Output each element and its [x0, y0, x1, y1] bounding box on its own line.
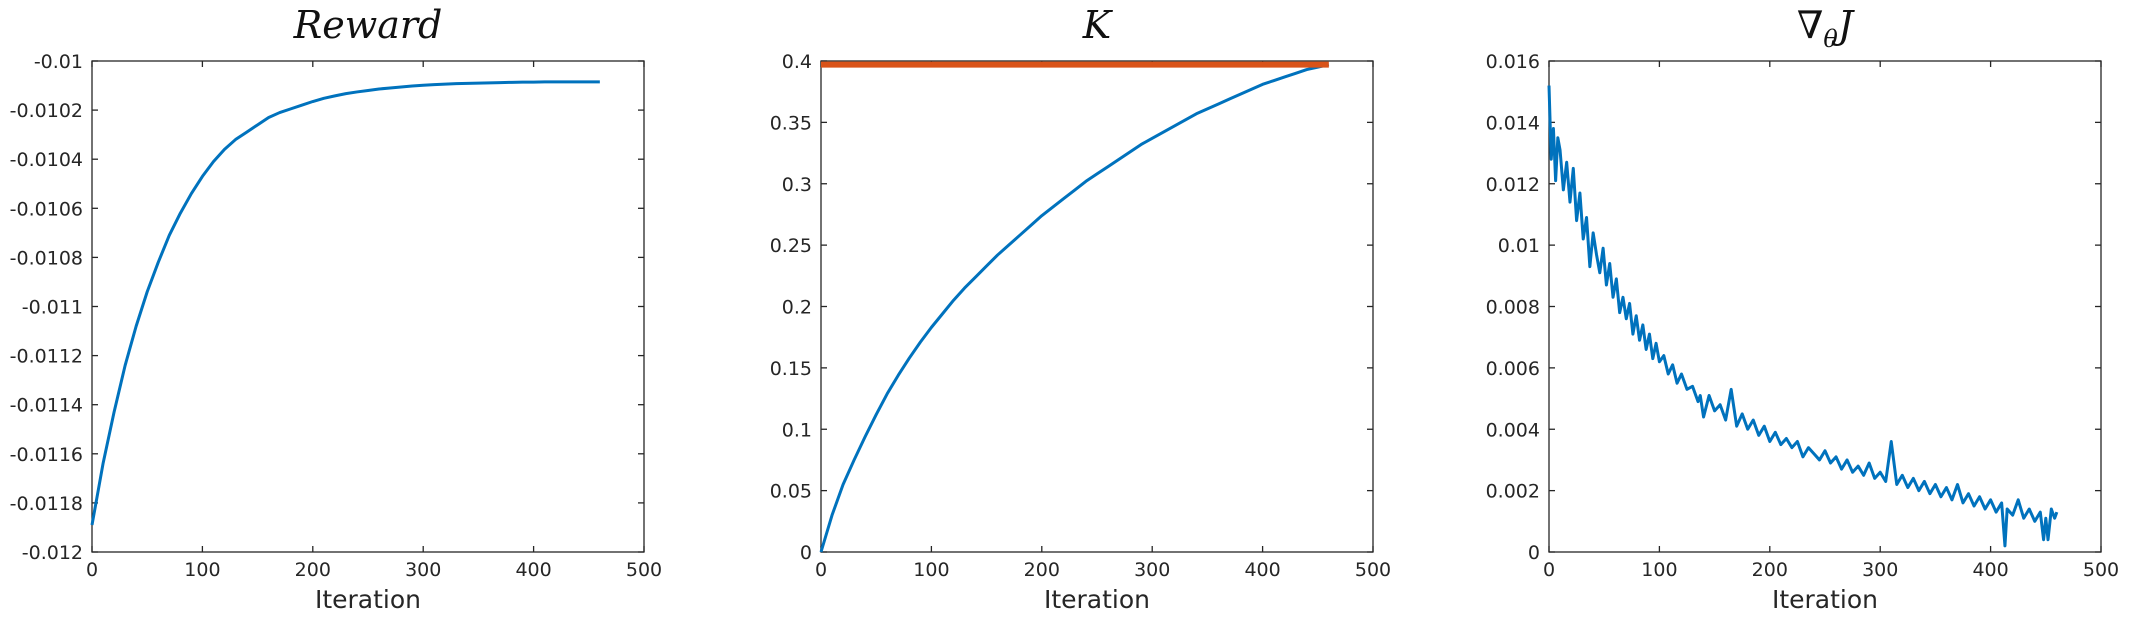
- nabla-symbol: ∇: [1797, 3, 1824, 47]
- plot-reward: Reward Iteration 0 100 200 300 400 500 -0.012 -…: [10, 3, 662, 614]
- y-tick-label: 0.2: [782, 297, 812, 319]
- y-tick-label: 0.4: [782, 51, 812, 73]
- x-axis-label: Iteration: [1044, 585, 1150, 614]
- y-tick-label: 0.006: [1486, 358, 1540, 380]
- x-tick-label: 300: [1862, 559, 1898, 581]
- x-tick-label: 400: [1244, 559, 1280, 581]
- axes-box: [1548, 60, 2102, 553]
- plot-title: Reward: [293, 3, 443, 47]
- x-tick-label: 400: [1972, 559, 2008, 581]
- y-tick-label: 0.014: [1486, 112, 1540, 134]
- y-tick-label: -0.0106: [10, 198, 83, 220]
- y-tick-label: 0.1: [782, 419, 812, 441]
- y-tick-label: 0.002: [1486, 481, 1540, 503]
- x-tick-label: 300: [1134, 559, 1170, 581]
- x-tick-label: 300: [405, 559, 441, 581]
- x-axis-label: Iteration: [315, 585, 421, 614]
- y-tick-label: -0.0114: [10, 395, 83, 417]
- y-tick-label: 0.25: [770, 235, 812, 257]
- x-tick-label: 100: [184, 559, 220, 581]
- x-tick-label: 100: [913, 559, 949, 581]
- plot-title: ∇θJ: [1797, 3, 1855, 53]
- y-tick-label: 0.004: [1486, 419, 1540, 441]
- y-tick-label: 0: [1528, 542, 1540, 564]
- x-tick-label: 200: [1752, 559, 1788, 581]
- x-tick-label: 200: [295, 559, 331, 581]
- x-tick-label: 200: [1024, 559, 1060, 581]
- plot-title: K: [1082, 3, 1114, 47]
- y-tick-label: -0.011: [22, 297, 83, 319]
- x-tick-label: 400: [515, 559, 551, 581]
- x-tick-label: 500: [1355, 559, 1391, 581]
- y-tick-label: -0.0116: [10, 444, 83, 466]
- y-tick-label: -0.0102: [10, 100, 83, 122]
- y-tick-label: 0.01: [1498, 235, 1540, 257]
- y-tick-label: 0.35: [770, 112, 812, 134]
- x-tick-label: 0: [1543, 559, 1555, 581]
- y-tick-label: 0.3: [782, 174, 812, 196]
- y-tick-label: -0.012: [22, 542, 83, 564]
- y-tick-label: -0.0108: [10, 247, 83, 269]
- x-tick-label: 0: [815, 559, 827, 581]
- axes-box: [91, 60, 645, 553]
- x-tick-label: 500: [2083, 559, 2119, 581]
- theta-subscript: θ: [1823, 25, 1838, 53]
- y-tick-label: -0.0112: [10, 346, 83, 368]
- x-tick-label: 0: [86, 559, 98, 581]
- y-tick-label: 0.008: [1486, 297, 1540, 319]
- y-tick-label: -0.01: [34, 51, 83, 73]
- series-line: [1547, 85, 2059, 548]
- y-tick-label: 0.05: [770, 481, 812, 503]
- y-tick-label: -0.0118: [10, 493, 83, 515]
- y-tick-label: 0.016: [1486, 51, 1540, 73]
- y-tick-label: -0.0104: [10, 149, 83, 171]
- plot-k: K Iteration 0 100 200 300 400 500 0 0.05 0.1 0.15…: [770, 3, 1391, 614]
- plot-gradient: ∇θJ Iteration 0 100 200 300 400 500 0 0.002 0.00…: [1486, 3, 2120, 614]
- y-tick-label: 0.012: [1486, 174, 1540, 196]
- axes-box: [820, 60, 1374, 553]
- y-tick-label: 0.15: [770, 358, 812, 380]
- x-tick-label: 100: [1641, 559, 1677, 581]
- x-tick-label: 500: [626, 559, 662, 581]
- x-axis-label: Iteration: [1772, 585, 1878, 614]
- y-tick-label: 0: [800, 542, 812, 564]
